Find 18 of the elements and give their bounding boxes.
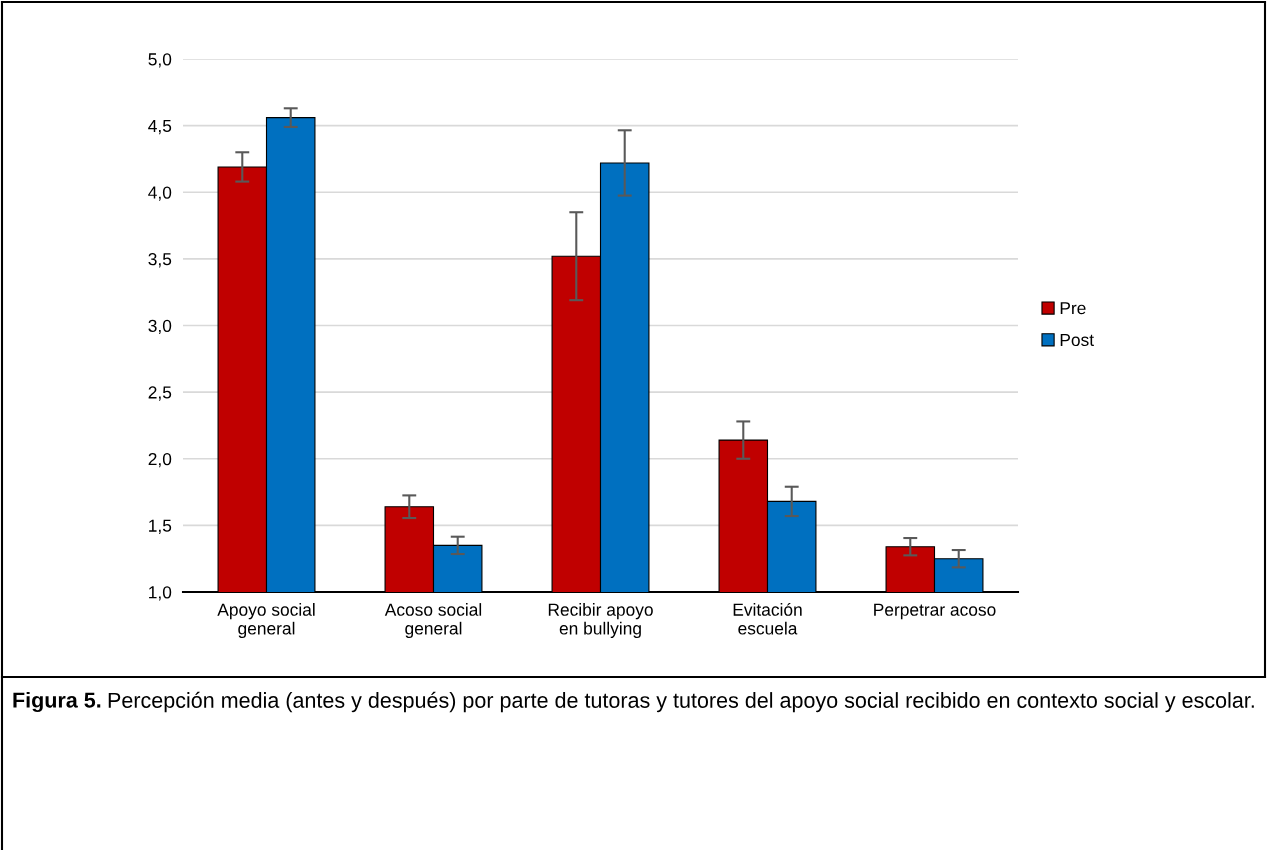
y-tick-label: 4,0 — [148, 186, 172, 201]
y-tick-label: 3,0 — [148, 319, 172, 335]
x-tick-label: Perpetrar acoso — [874, 603, 996, 620]
legend-label: Post — [1060, 333, 1094, 347]
y-tick-label: 2,0 — [148, 452, 172, 468]
y-tick-label: 2,5 — [148, 386, 172, 401]
x-tick-label: Evitación escuela — [733, 602, 802, 635]
y-tick-label: 5,0 — [148, 53, 172, 68]
x-tick-label: Recibir apoyo en bullying — [548, 603, 653, 638]
text: Figura 5. — [13, 691, 101, 713]
x-tick-label: Apoyo social general — [217, 603, 315, 638]
x-tick-label: Acoso social general — [384, 603, 482, 638]
text: Percepción media (antes y después) por parte de tutoras y tutores del apoyo social recibido en contexto social y escolar. — [108, 691, 1254, 713]
y-tick-label: 1,0 — [149, 586, 172, 601]
legend-label: Pre — [1060, 302, 1086, 315]
y-tick-label: 1,5 — [149, 519, 172, 534]
y-tick-label: 4,5 — [148, 119, 172, 135]
y-tick-label: 3,5 — [148, 253, 172, 268]
